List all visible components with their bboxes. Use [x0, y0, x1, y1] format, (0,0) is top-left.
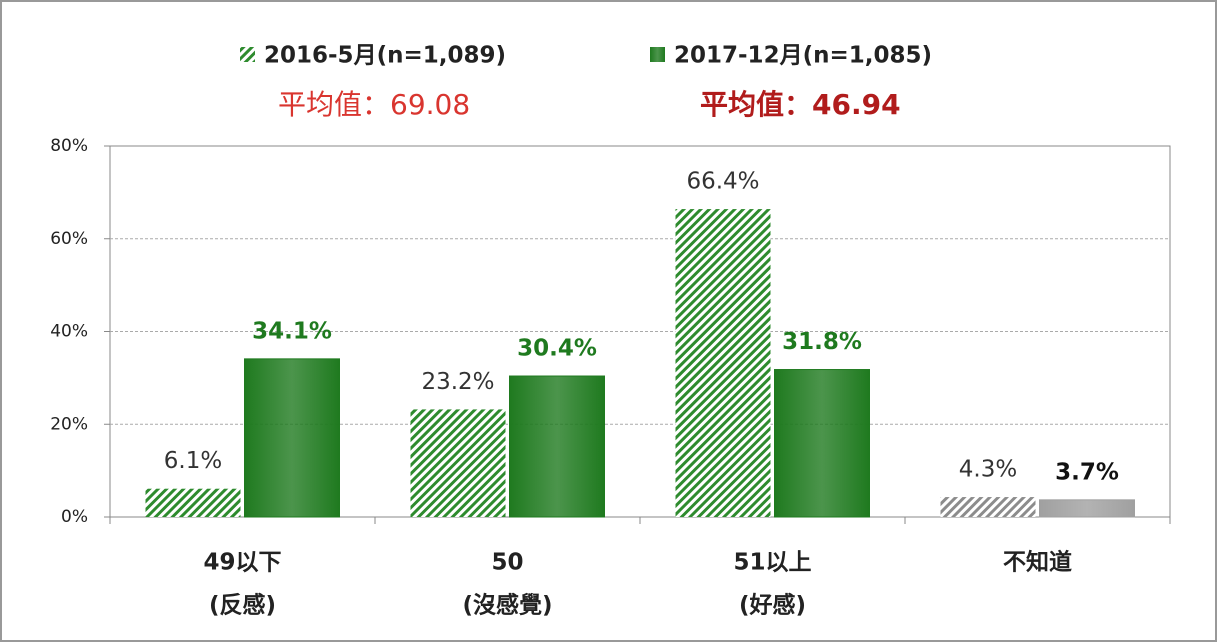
- y-tick-label: 20%: [50, 414, 88, 434]
- x-tick-label: 不知道: [1003, 549, 1072, 576]
- bar: [675, 209, 771, 517]
- data-label: 4.3%: [959, 457, 1017, 483]
- bar: [1039, 499, 1135, 518]
- bar: [509, 375, 605, 518]
- y-tick-label: 60%: [50, 229, 88, 249]
- legend-label: 2017-12月(n=1,085): [674, 43, 932, 69]
- x-tick-label: (沒感覺): [462, 592, 552, 619]
- x-tick-label: 50: [491, 550, 523, 576]
- legend-swatch: [240, 47, 255, 62]
- bar: [145, 488, 241, 517]
- y-tick-label: 0%: [61, 507, 88, 527]
- data-label: 6.1%: [164, 448, 222, 474]
- bar: [410, 409, 506, 517]
- annotation: 平均值：46.94: [700, 88, 901, 121]
- data-label: 34.1%: [252, 318, 332, 344]
- bar: [774, 369, 870, 518]
- bar: [940, 497, 1036, 517]
- legend-swatch: [650, 47, 665, 62]
- data-label: 30.4%: [517, 336, 597, 362]
- x-tick-label: 49以下: [203, 550, 281, 576]
- annotation: 平均值：69.08: [278, 88, 470, 121]
- y-tick-label: 40%: [50, 322, 88, 342]
- x-tick-label: 51以上: [733, 550, 811, 576]
- x-tick-label: (好感): [739, 592, 806, 619]
- x-tick-label: (反感): [209, 592, 276, 619]
- data-label: 66.4%: [686, 169, 759, 195]
- data-label: 3.7%: [1055, 459, 1119, 485]
- legend-label: 2016-5月(n=1,089): [264, 43, 506, 69]
- bar: [244, 358, 340, 518]
- data-label: 31.8%: [782, 329, 862, 355]
- data-label: 23.2%: [421, 369, 494, 395]
- y-tick-label: 80%: [50, 136, 88, 156]
